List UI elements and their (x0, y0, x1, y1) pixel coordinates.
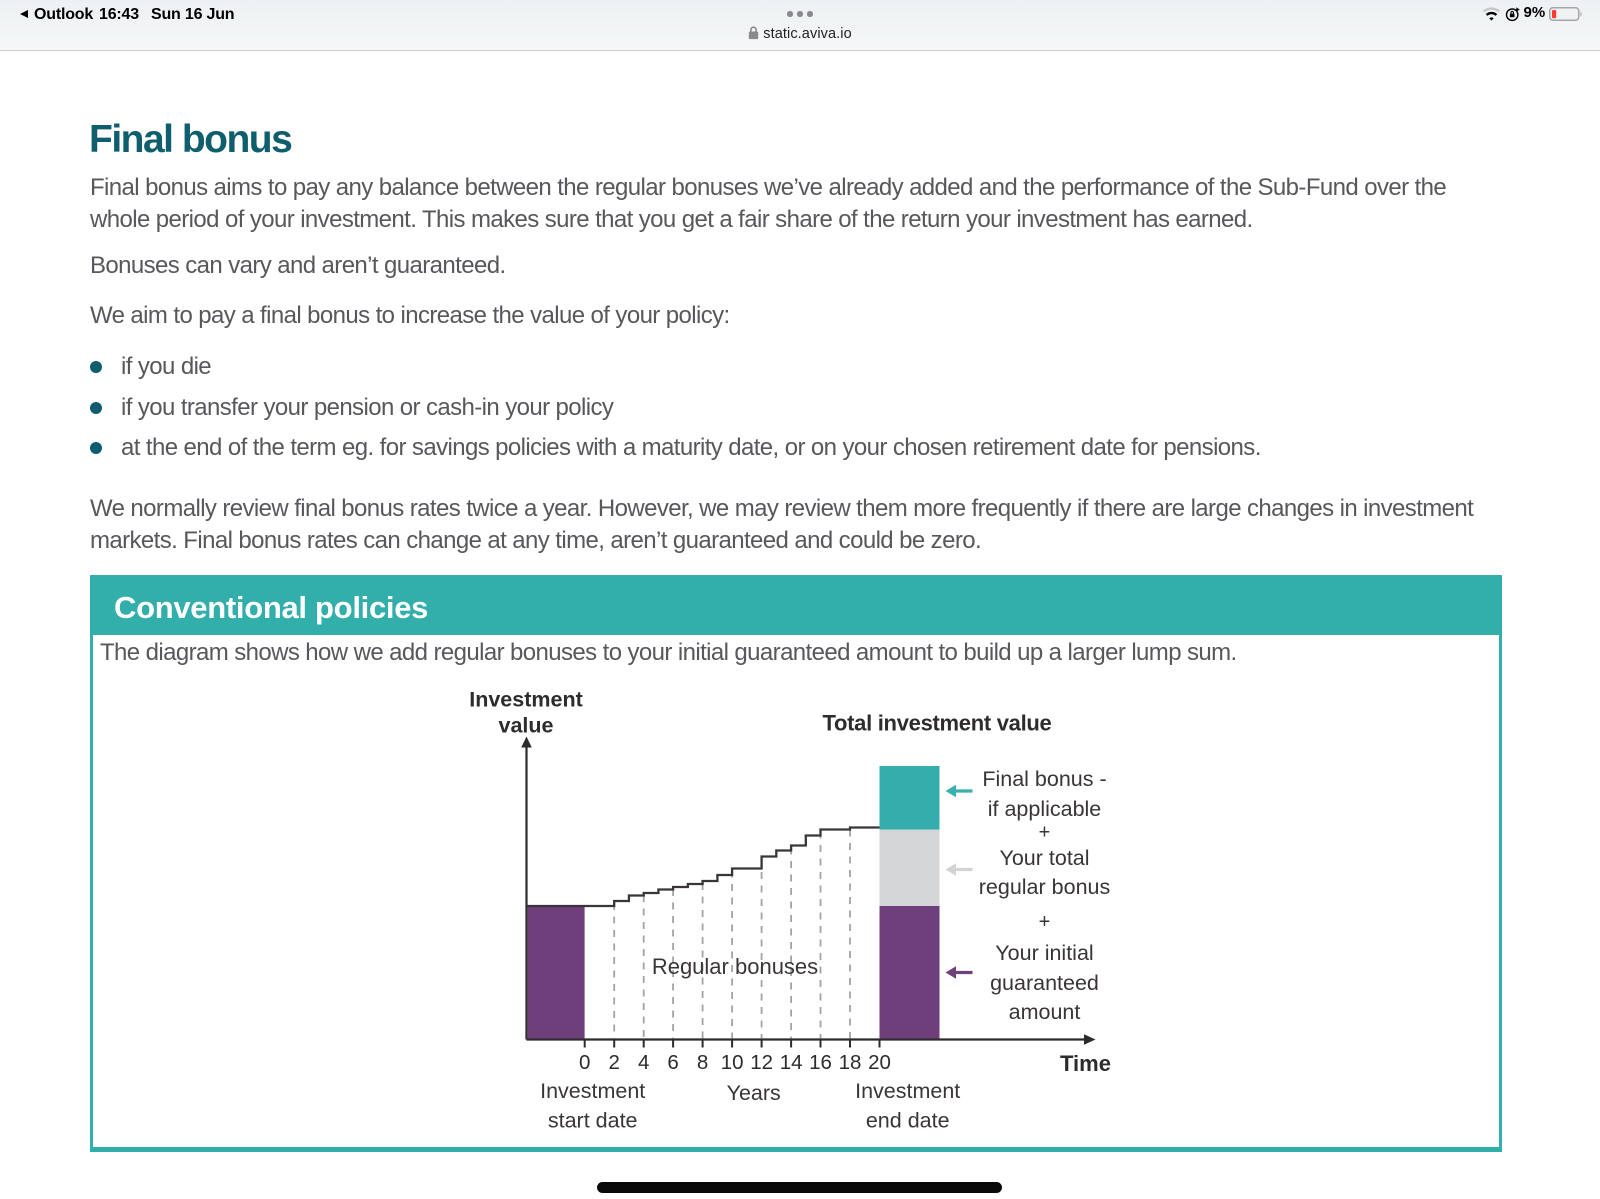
svg-text:20: 20 (868, 1051, 891, 1074)
svg-text:guaranteed: guaranteed (990, 971, 1099, 995)
svg-text:Your initial: Your initial (995, 941, 1093, 965)
svg-text:16: 16 (809, 1051, 832, 1074)
svg-text:0: 0 (579, 1051, 590, 1074)
svg-text:start date: start date (548, 1109, 638, 1133)
svg-text:value: value (499, 714, 554, 738)
svg-text:Years: Years (727, 1081, 781, 1105)
svg-text:+: + (1039, 822, 1051, 844)
svg-text:6: 6 (667, 1051, 678, 1074)
svg-text:Investment: Investment (540, 1079, 645, 1103)
svg-text:Final bonus -: Final bonus - (982, 767, 1106, 791)
svg-text:12: 12 (750, 1051, 773, 1074)
svg-text:Investment: Investment (855, 1079, 960, 1103)
svg-text:Investment: Investment (469, 688, 583, 712)
svg-text:amount: amount (1009, 1000, 1081, 1024)
svg-text:Your total: Your total (999, 846, 1089, 870)
svg-text:end date: end date (866, 1109, 950, 1133)
svg-text:Regular bonuses: Regular bonuses (652, 954, 818, 979)
svg-text:Time: Time (1060, 1051, 1111, 1076)
svg-text:Total investment value: Total investment value (823, 711, 1052, 736)
svg-text:14: 14 (780, 1051, 803, 1074)
svg-text:+: + (1039, 911, 1051, 933)
svg-text:regular bonus: regular bonus (979, 875, 1110, 899)
svg-text:2: 2 (608, 1051, 619, 1074)
svg-text:8: 8 (697, 1051, 708, 1074)
svg-text:10: 10 (721, 1051, 744, 1074)
svg-text:4: 4 (638, 1051, 649, 1074)
svg-text:18: 18 (839, 1051, 862, 1074)
svg-text:if applicable: if applicable (988, 797, 1102, 821)
